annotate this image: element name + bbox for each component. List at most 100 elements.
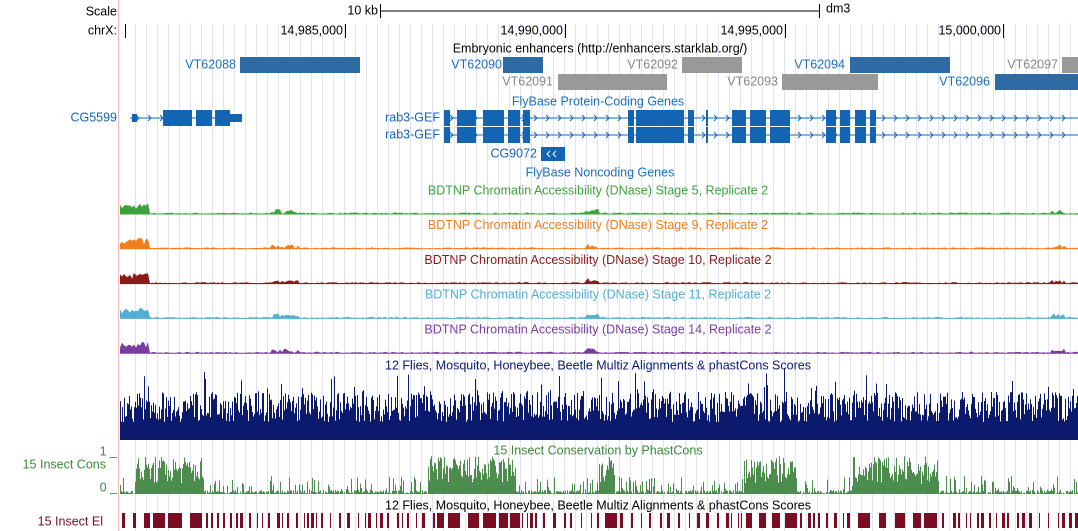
element [543,513,545,528]
grid [135,24,1071,531]
element [282,513,283,528]
feature-label: VT62097 [1007,57,1058,71]
strand-arrow [821,131,826,139]
ruler-tick-label: 15,000,000 [938,23,1001,37]
track-title: BDTNP Chromatin Accessibility (DNase) St… [428,218,768,232]
element [678,513,680,528]
strand-arrow [569,131,574,139]
exon [628,127,634,143]
exon [163,110,192,126]
strand-arrow [797,114,802,122]
scale-label: Scale [86,4,117,18]
element [499,513,508,528]
element [321,513,323,528]
exon [750,127,766,143]
element [1029,513,1032,528]
element [144,513,150,528]
element [879,513,886,528]
track-label: 15 Insect El [38,514,103,528]
element [970,513,971,528]
element [581,513,582,528]
exon [523,110,530,126]
track-title: 12 Flies, Mosquito, Honeybee, Beetle Mul… [385,498,811,512]
strand-arrow [713,114,718,122]
feature-label: VT62093 [727,74,778,88]
element [800,513,802,528]
exon [732,127,746,143]
strand-arrow [533,114,538,122]
exon [230,114,242,122]
element [746,513,752,528]
element [924,513,937,528]
strand-arrow [617,114,622,122]
axis-label: 0 _ [100,480,118,494]
exon [840,127,850,143]
element [1075,513,1078,528]
element [296,513,298,528]
element [368,513,371,528]
strand-arrow [809,114,814,122]
strand-arrow [725,114,730,122]
element [448,513,460,528]
strand-arrow [593,131,598,139]
element [981,513,984,528]
strand-arrow [557,131,562,139]
strand-arrow [546,150,557,158]
element [689,513,690,528]
element [376,513,377,528]
strand-arrow [449,114,454,122]
element [240,513,243,528]
strand-arrow [569,114,574,122]
element [468,513,479,528]
element [1048,513,1049,528]
strand-arrow [881,114,886,122]
exon [523,127,530,143]
strand-arrow [953,131,958,139]
element [311,513,314,528]
feature-label: VT62092 [627,57,678,71]
strand-arrow [1037,114,1042,122]
strand-arrow [1061,114,1066,122]
element [996,513,997,528]
strand-arrow [965,114,970,122]
track-title: Embryonic enhancers (http://enhancers.st… [453,41,748,55]
signal [120,307,1078,319]
element [510,513,520,528]
exon [855,127,866,143]
element [153,513,165,528]
strand-arrow [893,131,898,139]
element [168,513,182,528]
element [387,513,389,528]
element [977,513,979,528]
element [122,513,125,528]
strand-arrow [1001,114,1006,122]
track-title: FlyBase Noncoding Genes [526,165,675,179]
element [407,513,409,528]
exon [750,110,766,126]
strand-arrow [449,131,454,139]
element [717,513,719,528]
strand-arrow [605,114,610,122]
exon [215,110,230,126]
element [1002,513,1005,528]
track-title: BDTNP Chromatin Accessibility (DNase) St… [425,288,771,302]
exon [457,110,476,126]
strand-arrow [929,114,934,122]
element [358,513,359,528]
element [942,513,944,528]
enhancer [240,57,360,73]
exon [826,127,836,143]
feature-label: VT62094 [794,57,845,71]
element [190,513,202,528]
strand-arrow [881,131,886,139]
element [641,513,642,528]
strand-arrow [1013,114,1018,122]
element [330,513,331,528]
element [741,513,742,528]
element [818,513,820,528]
exon [706,127,708,143]
element [535,513,537,528]
exon [855,110,866,126]
signal [120,238,1078,249]
track-title: BDTNP Chromatin Accessibility (DNase) St… [428,183,768,197]
